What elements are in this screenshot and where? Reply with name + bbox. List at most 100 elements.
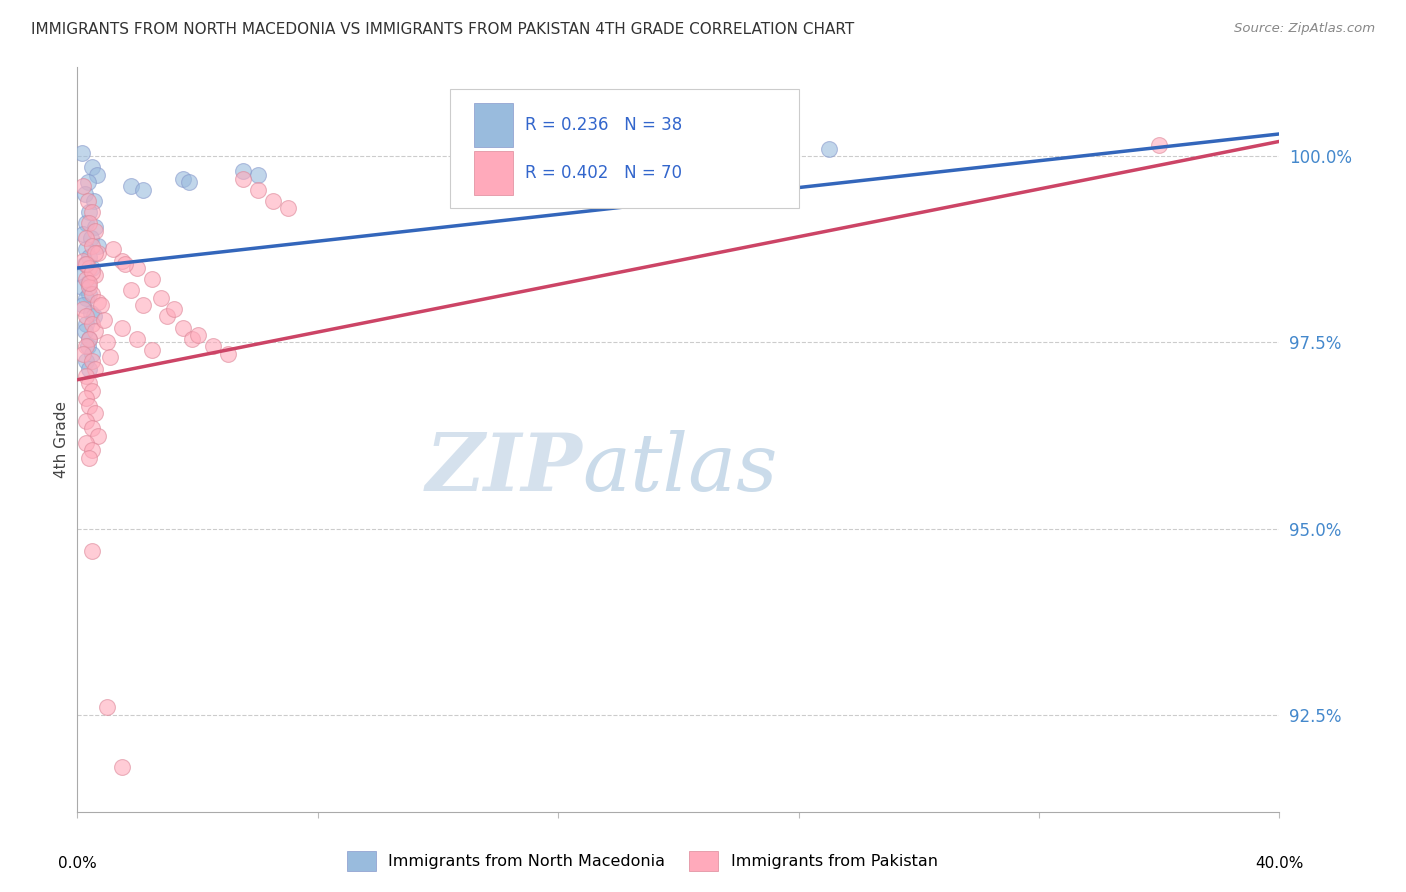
Point [82,161,104,175]
Point [246,168,269,182]
Point [111,253,134,268]
Point [262,194,284,208]
Point [75,317,97,331]
Point [72,298,94,312]
Point [141,272,163,286]
Point [79,287,101,301]
Legend: Immigrants from North Macedonia, Immigrants from Pakistan: Immigrants from North Macedonia, Immigra… [347,851,938,871]
Point [79,376,101,391]
Point [87,428,110,442]
Point [84,224,107,238]
Point [84,324,107,338]
Point [73,324,96,338]
Point [75,216,97,230]
Point [75,291,97,305]
Text: R = 0.402   N = 70: R = 0.402 N = 70 [524,163,682,182]
Point [82,421,104,435]
Point [79,361,101,376]
Point [73,257,96,271]
Point [82,354,104,368]
Point [83,194,105,208]
Point [150,291,173,305]
Text: R = 0.236   N = 38: R = 0.236 N = 38 [524,116,682,134]
Point [217,346,239,360]
Point [75,392,97,406]
Point [79,205,101,219]
Point [186,328,209,343]
Point [75,414,97,428]
Point [82,287,104,301]
Point [75,354,97,368]
Point [79,332,101,346]
Point [79,450,101,465]
Point [127,260,149,275]
Point [79,216,101,230]
Point [246,183,269,197]
Point [82,238,104,252]
Point [87,238,110,252]
Point [172,171,194,186]
Point [72,227,94,242]
Y-axis label: 4th Grade: 4th Grade [53,401,69,478]
Point [82,346,104,360]
Point [180,332,202,346]
Point [84,361,107,376]
Point [177,175,200,189]
Point [83,310,105,324]
Point [82,443,104,458]
Point [75,272,97,286]
Point [75,257,97,271]
Point [79,260,101,275]
Point [84,268,107,283]
Point [72,346,94,360]
Point [90,298,112,312]
Point [156,310,179,324]
Point [79,250,101,264]
Text: 0.0%: 0.0% [58,856,97,871]
Point [79,279,101,293]
Point [87,246,110,260]
Point [111,320,134,334]
Point [1149,138,1171,153]
Point [75,339,97,353]
Text: Source: ZipAtlas.com: Source: ZipAtlas.com [1234,22,1375,36]
Point [103,243,125,257]
Point [70,279,93,293]
Point [84,406,107,420]
Point [75,436,97,450]
FancyBboxPatch shape [474,151,513,195]
Point [82,260,104,275]
Point [132,298,155,312]
Point [86,168,108,182]
Point [76,175,98,189]
Point [76,276,98,290]
Point [100,351,122,365]
Point [76,339,98,353]
Point [79,399,101,413]
Point [162,301,184,316]
Point [96,335,118,350]
Point [80,231,103,245]
Point [141,343,163,357]
Point [172,320,194,334]
Point [93,313,115,327]
Point [82,205,104,219]
Point [120,284,142,298]
Point [84,246,107,260]
Point [80,306,103,320]
Text: 40.0%: 40.0% [1256,856,1303,871]
Point [72,268,94,283]
Point [76,194,98,208]
Point [70,145,93,160]
Point [75,231,97,245]
FancyBboxPatch shape [450,89,799,209]
Point [201,339,224,353]
Point [132,183,155,197]
Point [82,384,104,398]
FancyBboxPatch shape [474,103,513,146]
Point [120,179,142,194]
Point [232,164,254,178]
Point [75,369,97,384]
Point [96,700,118,714]
Point [82,265,104,279]
